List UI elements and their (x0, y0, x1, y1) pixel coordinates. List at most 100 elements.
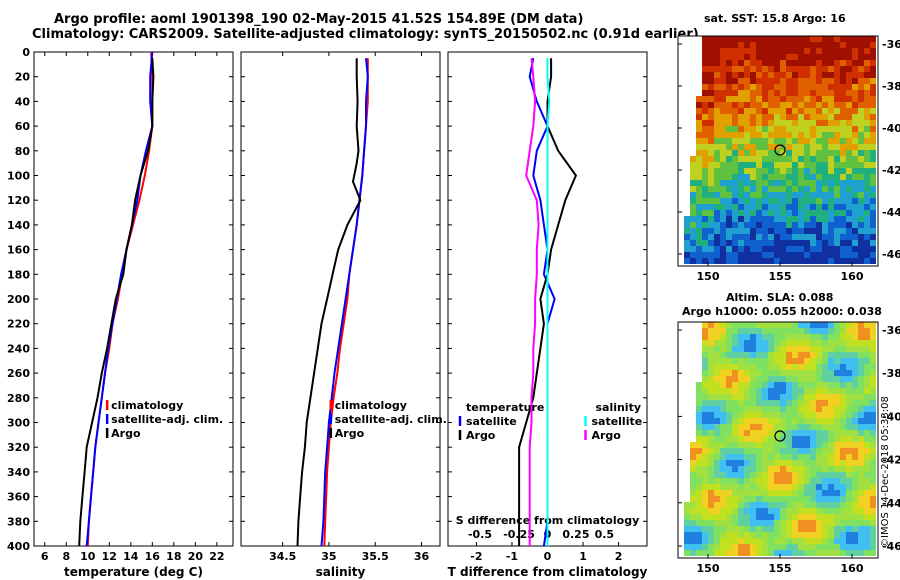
sst-map-cell (840, 138, 846, 144)
sst-map-cell (804, 126, 810, 132)
sla-map-cell (816, 484, 822, 490)
sst-map-cell (858, 120, 864, 126)
sst-map-cell (828, 240, 834, 246)
sla-map-cell (738, 436, 744, 442)
sla-map-cell (702, 490, 708, 496)
sst-map-cell (822, 168, 828, 174)
sst-map-cell (864, 48, 870, 54)
sst-map-cell (846, 132, 852, 138)
sst-map-cell (864, 90, 870, 96)
sla-map-cell (726, 520, 732, 526)
sst-map-cell (684, 90, 690, 96)
sla-map-cell (810, 544, 816, 550)
sst-map-cell (792, 114, 798, 120)
y-tick-label: 200 (7, 293, 30, 306)
sla-map-cell (696, 478, 702, 484)
sla-map-cell (738, 544, 744, 550)
sst-map-cell (696, 54, 702, 60)
sla-map-cell (786, 370, 792, 376)
sst-map-cell (690, 60, 696, 66)
sst-map-cell (720, 198, 726, 204)
sla-map-cell (702, 418, 708, 424)
sla-map-cell (816, 544, 822, 550)
sst-map-cell (792, 54, 798, 60)
sla-map-cell (780, 346, 786, 352)
sst-map-cell (768, 114, 774, 120)
sst-map-cell (780, 162, 786, 168)
sst-map-cell (768, 84, 774, 90)
sst-map-cell (804, 258, 810, 264)
sla-map-cell (870, 400, 876, 406)
sst-map-cell (786, 246, 792, 252)
sla-map-cell (702, 352, 708, 358)
sst-map-cell (870, 72, 876, 78)
sla-map-cell (816, 340, 822, 346)
sla-map-cell (870, 346, 876, 352)
sla-map-cell (792, 490, 798, 496)
sla-map-cell (726, 478, 732, 484)
sla-map-cell (696, 544, 702, 550)
sst-map-cell (810, 54, 816, 60)
sla-map-cell (750, 334, 756, 340)
sla-map-cell (858, 340, 864, 346)
sst-map-cell (744, 108, 750, 114)
sla-map-cell (840, 370, 846, 376)
sla-map-cell (858, 544, 864, 550)
sst-map-cell (702, 84, 708, 90)
sla-map-cell (840, 490, 846, 496)
sst-map-cell (792, 144, 798, 150)
sst-map-cell (702, 138, 708, 144)
y-tick-label: 80 (15, 145, 31, 158)
sst-map-cell (816, 126, 822, 132)
sst-lat-label: -42 (882, 164, 900, 177)
sst-map-cell (870, 144, 876, 150)
sst-map-cell (768, 222, 774, 228)
sst-map-cell (834, 252, 840, 258)
sla-map-cell (768, 538, 774, 544)
sst-map-cell (744, 192, 750, 198)
sst-map-cell (864, 258, 870, 264)
sla-map-cell (822, 466, 828, 472)
sla-map-cell (840, 496, 846, 502)
sst-map-cell (780, 234, 786, 240)
sla-map-cell (768, 376, 774, 382)
sla-map-cell (744, 550, 750, 556)
sst-map-cell (840, 144, 846, 150)
sst-map-cell (822, 180, 828, 186)
sla-map-cell (852, 400, 858, 406)
sst-map-cell (858, 258, 864, 264)
sst-map-cell (780, 36, 786, 42)
sst-map-cell (744, 84, 750, 90)
sla-map-cell (750, 466, 756, 472)
sla-map-cell (690, 424, 696, 430)
sla-map-cell (690, 376, 696, 382)
sst-map-cell (708, 234, 714, 240)
sst-map-cell (768, 168, 774, 174)
sla-map-cell (780, 322, 786, 328)
sst-map-cell (780, 180, 786, 186)
sla-map-cell (810, 334, 816, 340)
sla-map-cell (744, 532, 750, 538)
sla-map-cell (720, 406, 726, 412)
sla-map-cell (756, 466, 762, 472)
sla-map-cell (702, 508, 708, 514)
sla-map-cell (870, 550, 876, 556)
sla-map-cell (834, 376, 840, 382)
sla-map-cell (708, 352, 714, 358)
sla-map-cell (858, 328, 864, 334)
sla-map-cell (846, 376, 852, 382)
sla-map-cell (786, 460, 792, 466)
sla-map-cell (690, 460, 696, 466)
sla-map-cell (732, 448, 738, 454)
sla-map-cell (786, 448, 792, 454)
sst-map-cell (696, 198, 702, 204)
sla-map-cell (834, 424, 840, 430)
sla-map-cell (720, 376, 726, 382)
sla-map-cell (774, 520, 780, 526)
sst-map-cell (762, 36, 768, 42)
sla-map-cell (762, 496, 768, 502)
sla-map-cell (840, 388, 846, 394)
sst-map-cell (840, 132, 846, 138)
sla-map-cell (708, 382, 714, 388)
sla-map-cell (828, 502, 834, 508)
